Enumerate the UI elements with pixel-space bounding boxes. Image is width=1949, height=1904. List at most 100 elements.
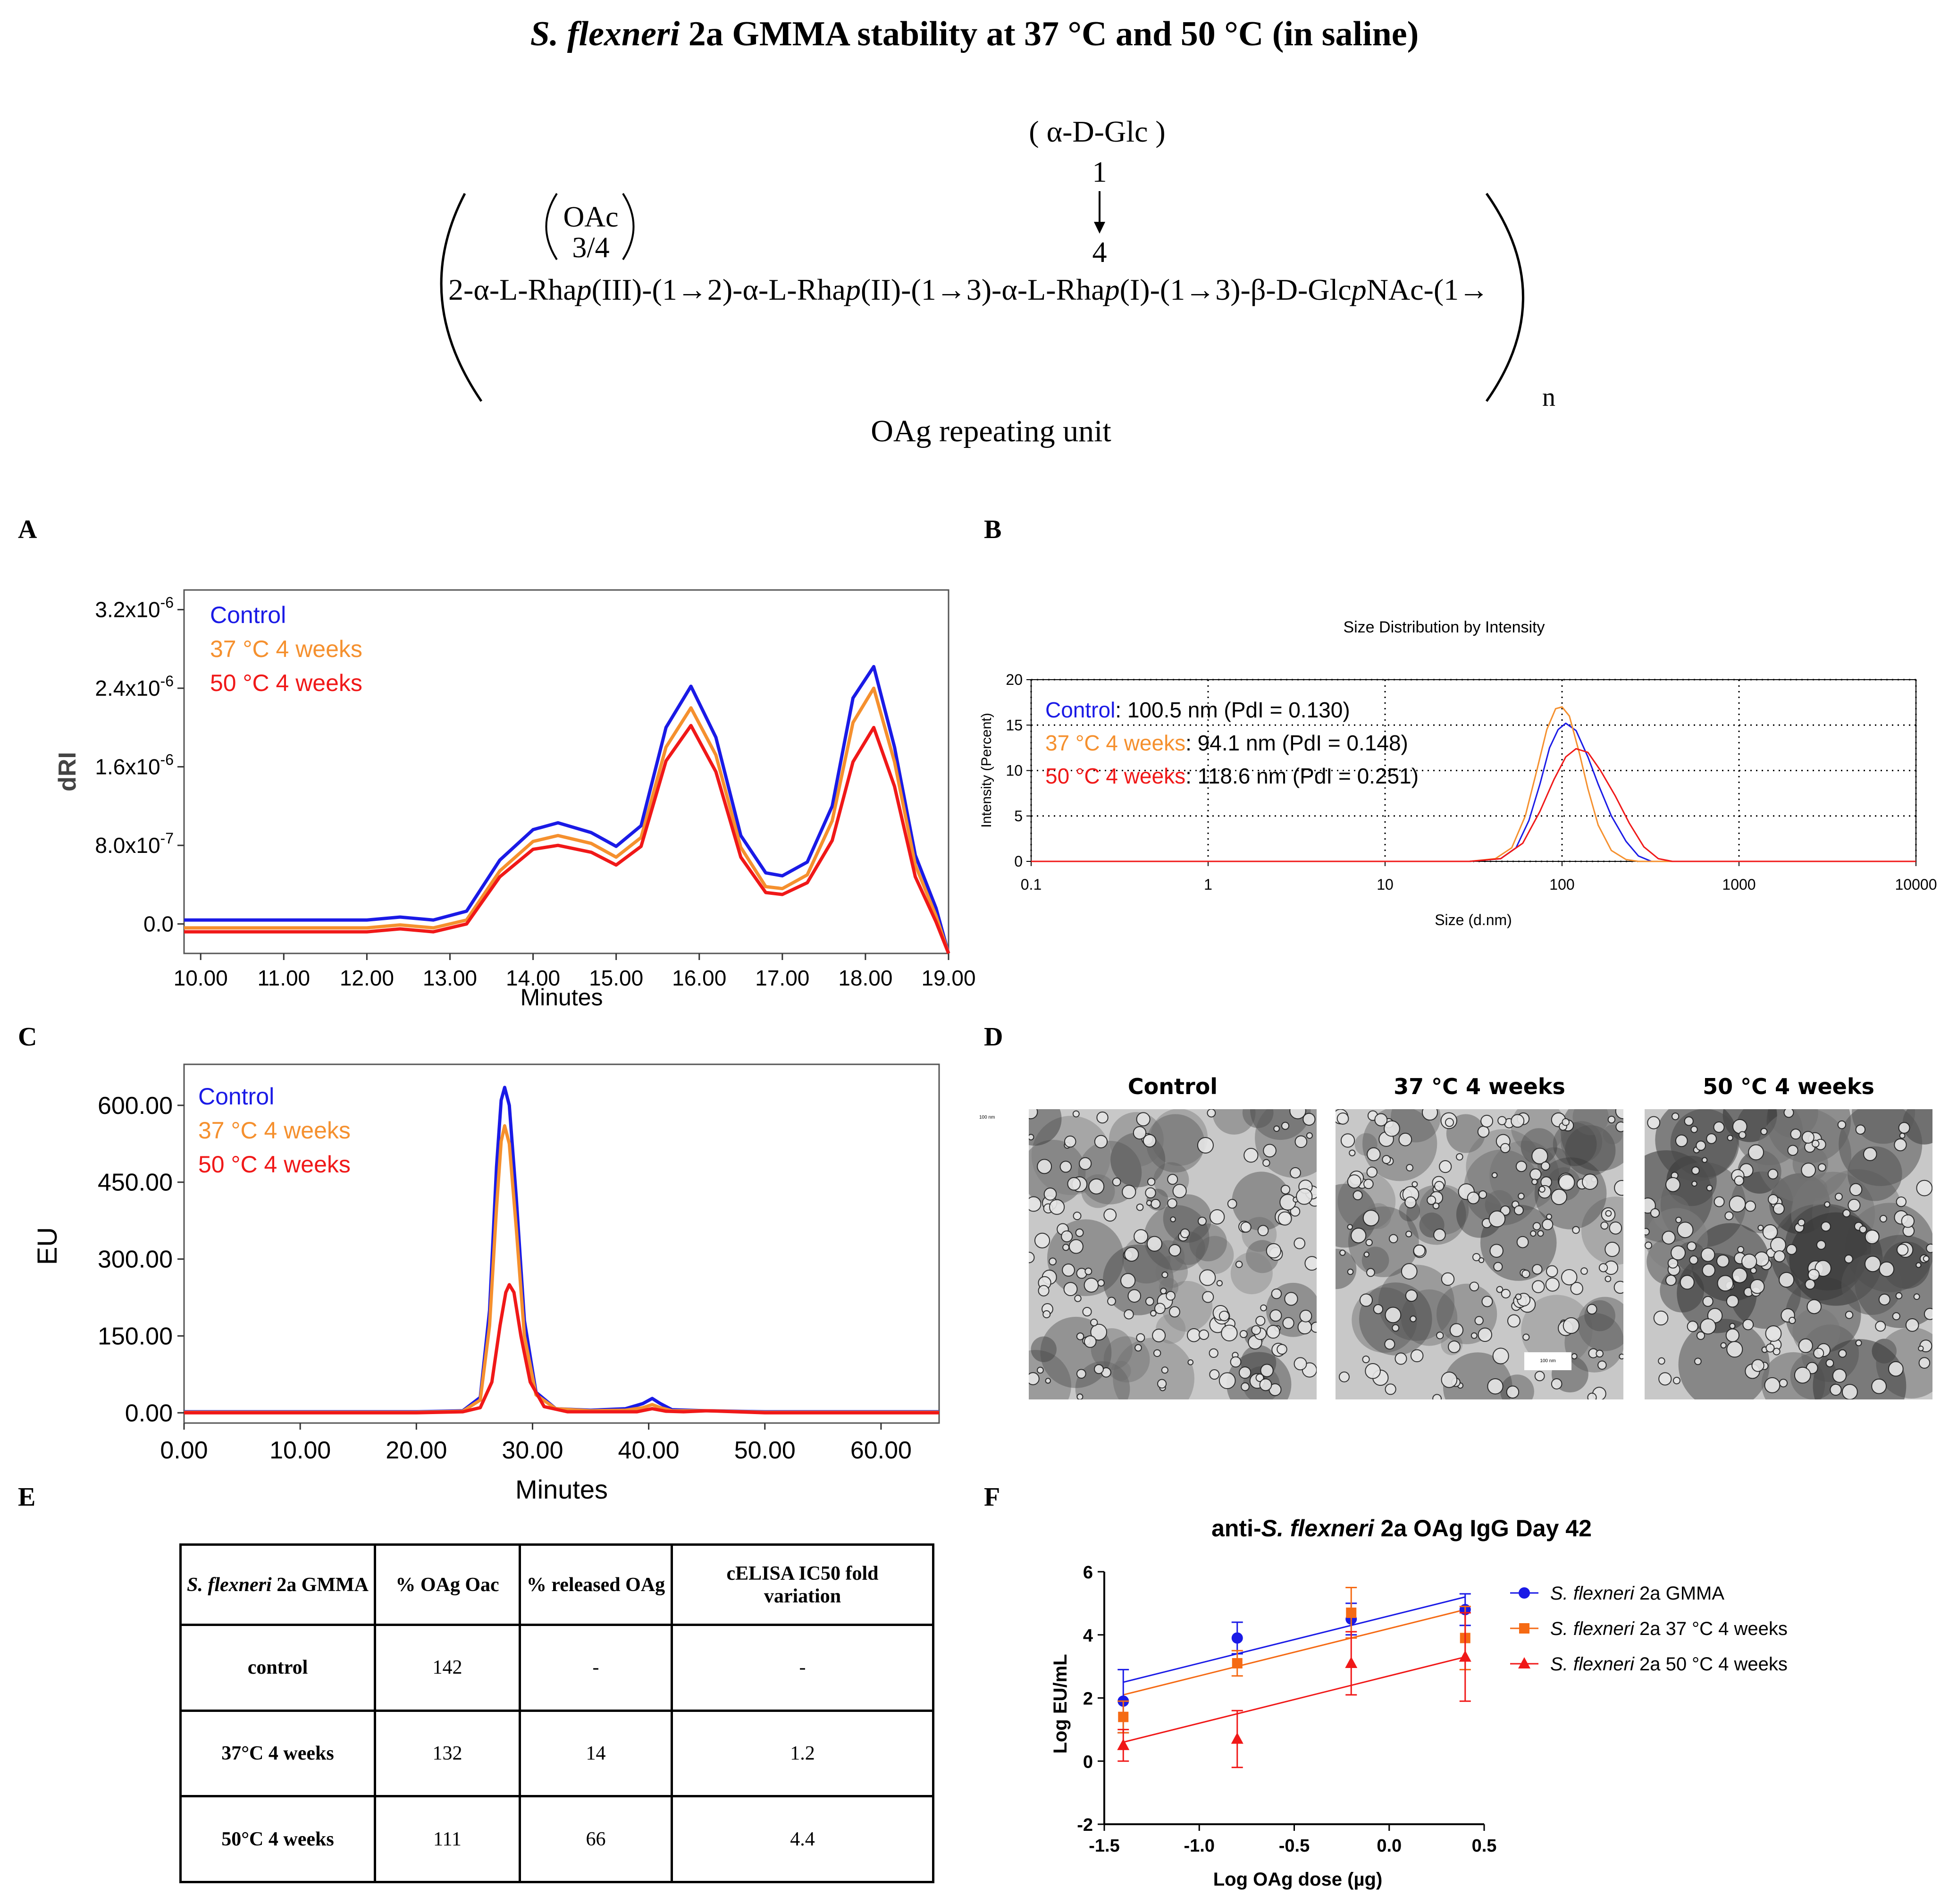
chart-c-x-tick-label: 60.00 xyxy=(850,1437,912,1464)
tem-vesicle xyxy=(1783,1109,1794,1118)
tem-vesicle xyxy=(1855,1124,1866,1135)
tem-vesicle xyxy=(1726,1295,1739,1308)
tem-vesicle xyxy=(1279,1194,1296,1211)
tem-vesicle xyxy=(1614,1179,1623,1196)
tem-vesicle xyxy=(1729,1196,1746,1213)
tem-vesicle xyxy=(1154,1303,1166,1314)
tem-vesicle xyxy=(1531,1280,1545,1293)
tem-vesicle xyxy=(1082,1306,1092,1317)
tem-vesicle xyxy=(1706,1133,1717,1144)
panel-letter-a: A xyxy=(18,515,37,544)
tem-vesicle xyxy=(1563,1317,1580,1334)
chart-b-ann-50c-name: 50 °C 4 weeks xyxy=(1045,764,1185,788)
tem-vesicle xyxy=(1432,1394,1442,1399)
tem-vesicle xyxy=(1029,1196,1042,1212)
tem-vesicle xyxy=(1724,1211,1734,1221)
tem-vesicle xyxy=(1180,1228,1190,1238)
tem-vesicle xyxy=(1596,1349,1604,1358)
table-cell: - xyxy=(519,1624,673,1712)
chart-f-title-italic: S. flexneri xyxy=(1261,1515,1375,1542)
tem-vesicle xyxy=(1551,1188,1568,1205)
tem-vesicle xyxy=(1689,1255,1698,1265)
tem-vesicle xyxy=(1653,1310,1669,1326)
tem-vesicle xyxy=(1260,1304,1267,1312)
repeat-subscript-n: n xyxy=(1542,383,1555,412)
chain-p-2: p xyxy=(844,273,861,306)
tem-vesicle xyxy=(1789,1316,1796,1324)
chart-a-x-tick-label: 18.00 xyxy=(838,966,892,990)
chart-b-ann-37c-name: 37 °C 4 weeks xyxy=(1045,731,1185,755)
figure-title-rest: 2a GMMA stability at 37 °C and 50 °C (in… xyxy=(688,15,1419,53)
chart-f-legend-marker xyxy=(1519,1587,1530,1599)
tem-vesicle xyxy=(1667,1258,1679,1269)
tem-vesicle xyxy=(1894,1138,1907,1152)
tem-vesicle xyxy=(1049,1257,1057,1266)
tem-vesicle xyxy=(1064,1135,1076,1148)
tem-vesicle xyxy=(1351,1228,1367,1244)
tem-vesicle xyxy=(1923,1255,1930,1262)
tem-vesicle xyxy=(1306,1132,1313,1139)
tem-vesicle xyxy=(1235,1261,1243,1268)
oag-structure: ( α-D-Glc ) 1 4 OAc 3/4 2-α-L-Rhap(III)-… xyxy=(440,115,1555,448)
tem-stain-patch xyxy=(1255,1109,1317,1178)
chart-f-x-tick-label: -1.5 xyxy=(1089,1836,1119,1856)
tem-vesicle xyxy=(1161,1366,1168,1374)
chart-f-point xyxy=(1231,1732,1243,1744)
tem-stain-patch xyxy=(1075,1361,1130,1399)
chart-c-y-tick-label: 150.00 xyxy=(98,1323,173,1350)
tem-vesicle xyxy=(1805,1279,1815,1290)
tem-vesicle xyxy=(1388,1234,1398,1244)
tem-vesicle xyxy=(1926,1243,1932,1253)
tem-stain-patch xyxy=(1756,1109,1851,1203)
chart-f-fit-line xyxy=(1123,1609,1466,1696)
chart-f-igg: anti-S. flexneri 2a OAg IgG Day 42 -1.5-… xyxy=(1050,1515,1788,1890)
tem-stain-patch xyxy=(1242,1109,1274,1128)
tem-vesicle xyxy=(1779,1379,1788,1388)
chart-f-legend-label: S. flexneri 2a 50 °C 4 weeks xyxy=(1550,1654,1788,1675)
tem-vesicle xyxy=(1072,1110,1080,1118)
table-header-oac: % OAg Oac xyxy=(374,1543,521,1626)
tem-vesicle xyxy=(1284,1292,1298,1306)
tem-vesicle xyxy=(1127,1289,1142,1303)
tem-vesicle xyxy=(1491,1172,1498,1179)
tem-vesicle xyxy=(1845,1311,1854,1319)
table-cell: 66 xyxy=(519,1795,673,1883)
tem-vesicle xyxy=(1493,1262,1503,1272)
tem-vesicle xyxy=(1561,1269,1578,1286)
chart-f-y-tick-label: 2 xyxy=(1083,1689,1093,1709)
tem-vesicle xyxy=(1410,1349,1424,1363)
chart-f-x-tick-label: 0.0 xyxy=(1377,1836,1402,1856)
tem-vesicle xyxy=(1281,1121,1290,1130)
tem-vesicle xyxy=(1918,1357,1931,1369)
tem-vesicle xyxy=(1289,1109,1306,1120)
table-header-released: % released OAg xyxy=(519,1543,673,1626)
tem-vesicle xyxy=(1441,1372,1458,1388)
tem-vesicle xyxy=(1059,1161,1072,1173)
chart-f-point xyxy=(1231,1632,1243,1644)
tem-vesicle xyxy=(1084,1267,1092,1275)
tem-vesicle xyxy=(1773,1203,1785,1215)
tem-vesicle xyxy=(1558,1174,1575,1191)
tem-stain-patch xyxy=(1189,1223,1227,1262)
tem-vesicle xyxy=(1918,1345,1924,1352)
tem-vesicle xyxy=(1199,1269,1216,1286)
tem-vesicle xyxy=(1280,1185,1291,1195)
tem-vesicle xyxy=(1449,1323,1464,1337)
tem-vesicle xyxy=(1034,1232,1050,1248)
tem-stain-patch xyxy=(1336,1184,1377,1248)
tem-vesicle xyxy=(1366,1268,1375,1277)
tem-vesicle xyxy=(1532,1264,1543,1275)
tem-vesicle xyxy=(1302,1112,1316,1126)
table-header-ic50: cELISA IC50 fold variation xyxy=(671,1543,934,1626)
tem-vesicle xyxy=(1714,1196,1725,1207)
tem-vesicle xyxy=(1209,1369,1220,1380)
tem-vesicle xyxy=(1187,1328,1201,1342)
chart-b-x-tick-label: 10000 xyxy=(1895,876,1937,893)
tem-vesicle xyxy=(1187,1359,1194,1365)
chart-b-y-tick-label: 0 xyxy=(1014,853,1023,870)
tem-vesicle xyxy=(1209,1348,1218,1358)
tem-vesicle xyxy=(1684,1116,1694,1126)
tem-vesicle xyxy=(1238,1366,1252,1379)
tem-vesicle xyxy=(1088,1178,1105,1195)
results-table: S. flexneri 2a GMMA % OAg Oac % released… xyxy=(179,1543,934,1883)
